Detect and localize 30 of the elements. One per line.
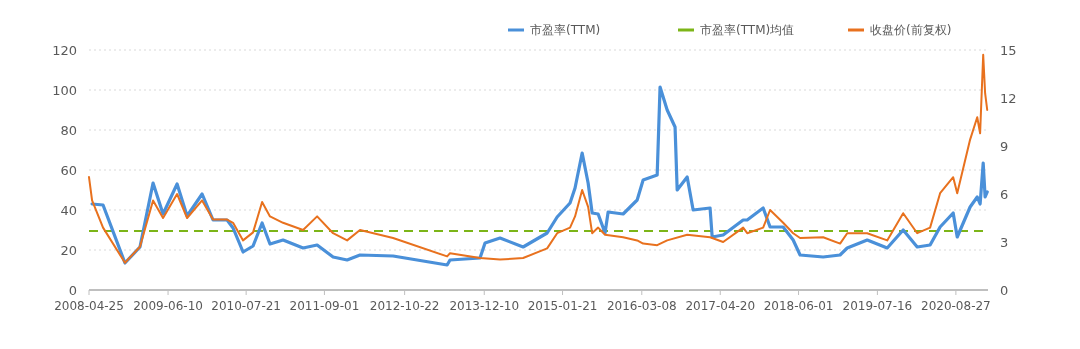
line-series	[90, 85, 989, 267]
x-tick-label: 2020-08-27	[921, 299, 991, 313]
x-tick-label: 2010-07-21	[211, 299, 282, 313]
y-tick-label: 120	[52, 43, 77, 58]
x-tick-label: 2015-01-21	[527, 299, 598, 313]
x-tick-label: 2013-12-10	[449, 299, 520, 313]
y2-tick-label: 3	[1000, 235, 1009, 250]
y-tick-label: 40	[60, 203, 77, 218]
x-tick-label: 2009-06-10	[133, 299, 203, 313]
y-tick-label: 20	[60, 243, 77, 258]
x-tick-label: 2012-10-22	[369, 299, 440, 313]
y-tick-label: 80	[60, 123, 77, 138]
y2-tick-label: 9	[1000, 139, 1009, 154]
line-series	[88, 53, 989, 264]
y2-tick-label: 15	[1000, 43, 1017, 58]
y2-tick-label: 0	[1000, 283, 1009, 298]
legend-label: 市盈率(TTM)均值	[700, 23, 795, 37]
y-tick-label: 100	[52, 83, 77, 98]
x-tick-label: 2011-09-01	[289, 299, 360, 313]
x-tick-label: 2008-04-25	[54, 299, 124, 313]
x-tick-label: 2018-06-01	[763, 299, 834, 313]
y-tick-label: 0	[68, 283, 77, 298]
y-tick-label: 60	[60, 163, 77, 178]
legend-label: 收盘价(前复权)	[870, 23, 952, 37]
x-tick-label: 2017-04-20	[685, 299, 756, 313]
y2-tick-label: 6	[1000, 187, 1009, 202]
x-tick-label: 2016-03-08	[606, 299, 677, 313]
y2-tick-label: 12	[1000, 91, 1017, 106]
x-tick-label: 2019-07-16	[842, 299, 913, 313]
legend-label: 市盈率(TTM)	[530, 23, 601, 37]
